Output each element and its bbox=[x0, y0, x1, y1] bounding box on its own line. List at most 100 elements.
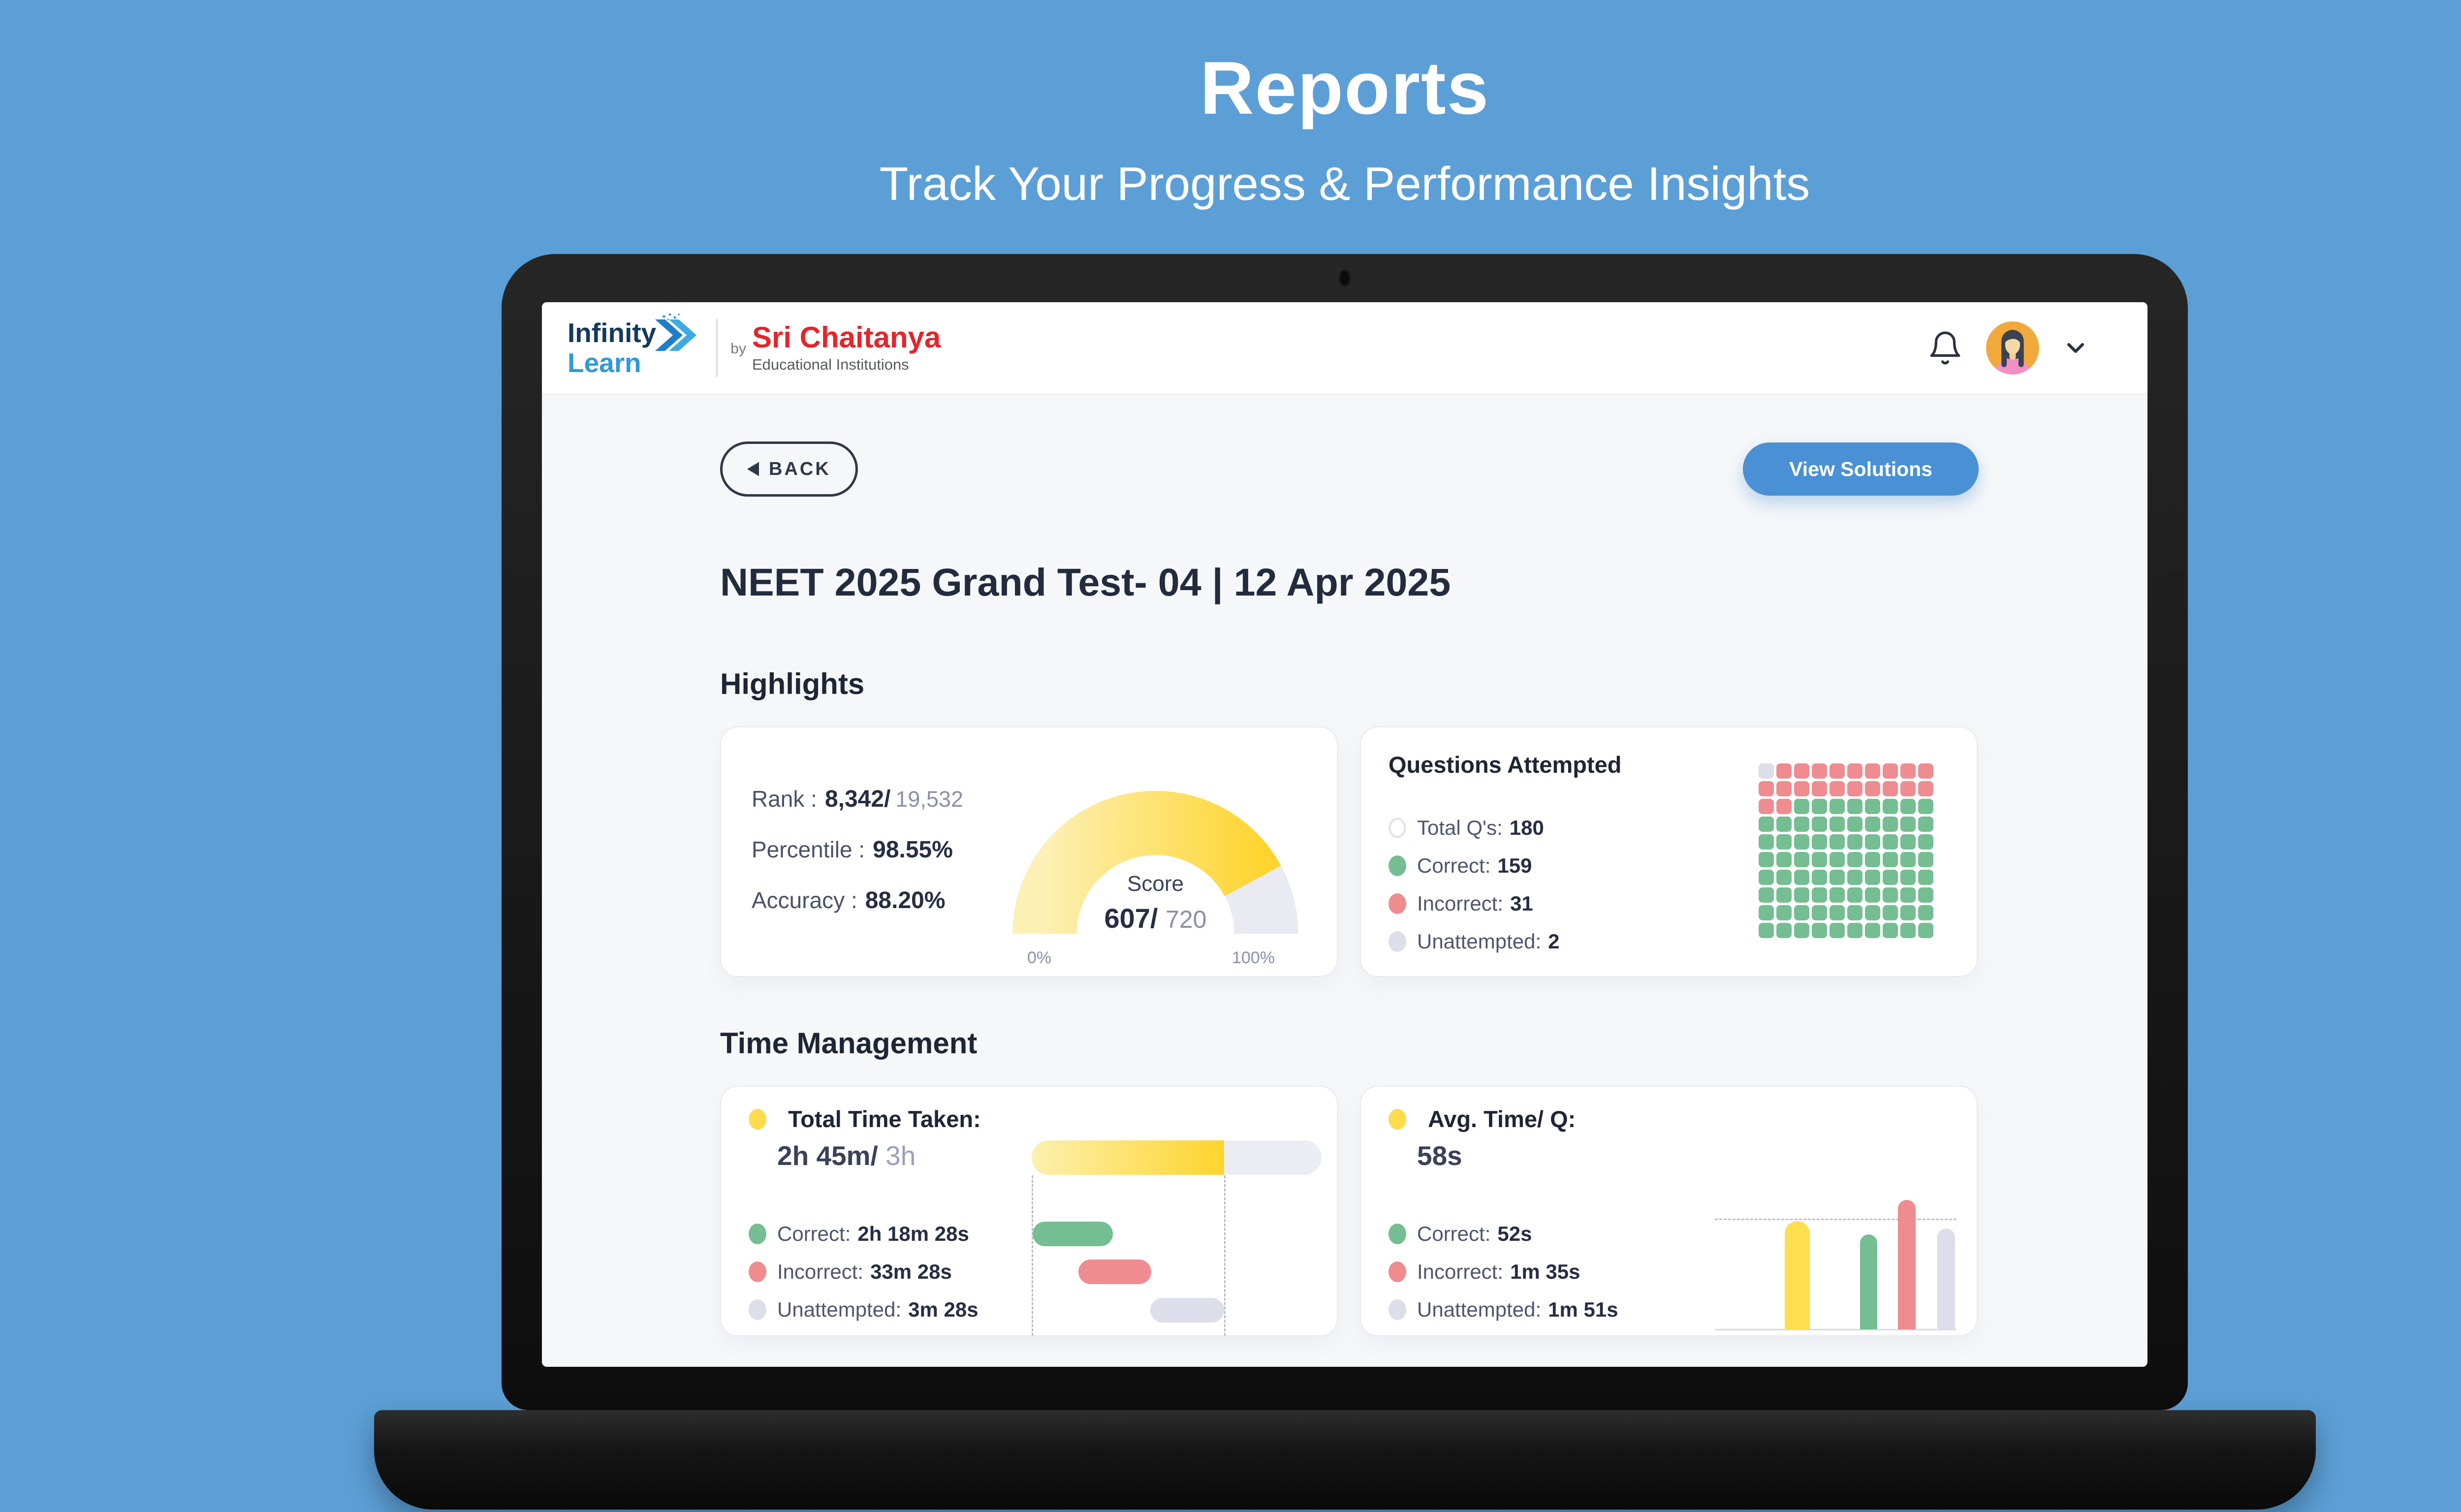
waffle-cell bbox=[1847, 817, 1862, 832]
highlights-cards-row: Rank : 8,342/ 19,532 Percentile : 98.55%… bbox=[720, 726, 1979, 977]
waffle-cell bbox=[1900, 870, 1916, 885]
legend-value: 1m 51s bbox=[1548, 1298, 1618, 1321]
legend-value: 31 bbox=[1510, 892, 1533, 915]
waffle-cell bbox=[1883, 887, 1898, 903]
legend-label: Correct: bbox=[1417, 854, 1491, 877]
time-waterfall-chart bbox=[721, 1087, 1337, 1336]
dashed-guide-line bbox=[1032, 1175, 1033, 1336]
waffle-cell bbox=[1759, 923, 1774, 938]
waffle-cell bbox=[1812, 781, 1827, 796]
percentile-label: Percentile : bbox=[752, 837, 865, 862]
waffle-cell bbox=[1759, 834, 1774, 850]
waffle-cell bbox=[1865, 834, 1880, 850]
waffle-cell bbox=[1918, 887, 1933, 903]
red-time-bar bbox=[1078, 1260, 1151, 1284]
rank-label: Rank : bbox=[752, 786, 817, 812]
score-label: Score bbox=[1127, 872, 1184, 896]
waffle-cell bbox=[1865, 852, 1880, 867]
legend-label: Unattempted: bbox=[1417, 930, 1542, 953]
waffle-cell bbox=[1865, 799, 1880, 814]
waffle-cell bbox=[1830, 923, 1845, 938]
waffle-cell bbox=[1830, 817, 1845, 832]
waffle-cell bbox=[1776, 870, 1792, 885]
brand-name: Sri Chaitanya bbox=[752, 320, 941, 354]
logo-text-learn: Learn bbox=[568, 347, 641, 378]
gauge-min-label: 0% bbox=[1027, 948, 1052, 967]
green-dot-icon bbox=[1388, 855, 1406, 876]
total-time-track bbox=[1032, 1140, 1322, 1175]
time-management-heading: Time Management bbox=[720, 1027, 978, 1060]
waffle-cell bbox=[1812, 887, 1827, 903]
back-arrow-icon bbox=[747, 462, 759, 476]
waffle-cell bbox=[1776, 905, 1792, 920]
waffle-cell bbox=[1830, 799, 1845, 814]
waffle-cell bbox=[1794, 817, 1809, 832]
waffle-cell bbox=[1794, 923, 1809, 938]
time-cards-row: Total Time Taken: 2h 45m/ 3h Correct: 2h … bbox=[720, 1086, 1979, 1336]
profile-chevron-down-icon[interactable] bbox=[2062, 334, 2089, 362]
waffle-cell bbox=[1847, 905, 1862, 920]
waffle-cell bbox=[1812, 799, 1827, 814]
waffle-cell bbox=[1794, 781, 1809, 796]
waffle-cell bbox=[1847, 923, 1862, 938]
waffle-cell bbox=[1759, 817, 1774, 832]
yellow-dot-icon bbox=[749, 1108, 766, 1130]
laptop-base bbox=[374, 1410, 2316, 1510]
total-time-legend: Correct: 2h 18m 28s Incorrect: 33m 28s Unatt… bbox=[749, 1222, 978, 1337]
score-total: 720 bbox=[1166, 906, 1207, 933]
toolbar: BACK View Solutions bbox=[720, 441, 1979, 497]
green-avg-bar bbox=[1860, 1234, 1877, 1329]
view-solutions-button[interactable]: View Solutions bbox=[1743, 442, 1979, 496]
logo-divider bbox=[716, 319, 718, 377]
waffle-cell bbox=[1918, 781, 1933, 796]
waffle-cell bbox=[1830, 887, 1845, 903]
avg-time-legend: Correct: 52s Incorrect: 1m 35s Unattempted: 1… bbox=[1388, 1222, 1618, 1337]
total-time-max: 3h bbox=[885, 1140, 916, 1171]
waffle-cell bbox=[1776, 781, 1792, 796]
logo-arrow-icon bbox=[655, 313, 697, 351]
waffle-cell bbox=[1847, 870, 1862, 885]
user-avatar[interactable] bbox=[1986, 321, 2039, 375]
waffle-cell bbox=[1883, 817, 1898, 832]
green-dot-icon bbox=[749, 1224, 766, 1244]
legend-item: Correct: 159 bbox=[1388, 854, 1560, 877]
infinity-learn-logo[interactable]: Infinity Learn by bbox=[568, 313, 941, 378]
chart-baseline bbox=[1715, 1329, 1956, 1330]
red-dot-icon bbox=[749, 1261, 766, 1282]
waffle-cell bbox=[1883, 923, 1898, 938]
waffle-cell bbox=[1865, 905, 1880, 920]
waffle-cell bbox=[1918, 834, 1933, 850]
legend-item: Unattempted: 1m 51s bbox=[1388, 1298, 1618, 1321]
waffle-cell bbox=[1759, 781, 1774, 796]
waffle-cell bbox=[1918, 923, 1933, 938]
waffle-cell bbox=[1812, 923, 1827, 938]
rank-value: 8,342/ bbox=[824, 786, 891, 812]
score-readout: Score 607/ 720 bbox=[1010, 872, 1301, 934]
score-card: Rank : 8,342/ 19,532 Percentile : 98.55%… bbox=[720, 726, 1338, 977]
waffle-cell bbox=[1900, 887, 1916, 903]
waffle-cell bbox=[1776, 763, 1792, 779]
questions-legend: Total Q's: 180 Correct: 159 Incorrect: 31 Unat… bbox=[1388, 816, 1560, 969]
total-time-card: Total Time Taken: 2h 45m/ 3h Correct: 2h … bbox=[720, 1086, 1338, 1336]
legend-label: Total Q's: bbox=[1417, 816, 1503, 839]
legend-value: 2h 18m 28s bbox=[857, 1222, 969, 1245]
total-time-title: Total Time Taken: bbox=[788, 1106, 981, 1132]
waffle-cell bbox=[1812, 852, 1827, 867]
waffle-cell bbox=[1847, 887, 1862, 903]
yellow-dot-icon bbox=[1388, 1108, 1406, 1130]
back-button-label: BACK bbox=[769, 458, 831, 479]
waffle-cell bbox=[1847, 781, 1862, 796]
waffle-cell bbox=[1759, 870, 1774, 885]
red-dot-icon bbox=[1388, 1261, 1406, 1282]
avg-time-bar-chart bbox=[1715, 1167, 1956, 1330]
waffle-cell bbox=[1847, 834, 1862, 850]
highlights-heading: Highlights bbox=[720, 667, 865, 700]
logo-by-text: by bbox=[730, 341, 746, 357]
lavender-avg-bar bbox=[1937, 1228, 1955, 1329]
back-button[interactable]: BACK bbox=[720, 441, 858, 497]
legend-value: 2 bbox=[1548, 930, 1560, 953]
waffle-cell bbox=[1900, 834, 1916, 850]
brand-subtitle: Educational Institutions bbox=[752, 355, 909, 373]
accuracy-row: Accuracy : 88.20% bbox=[752, 887, 963, 914]
notifications-bell-icon[interactable] bbox=[1927, 330, 1963, 366]
